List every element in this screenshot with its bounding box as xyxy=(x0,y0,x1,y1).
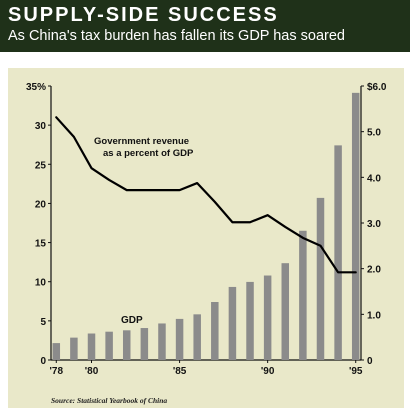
gdp-bar xyxy=(281,263,290,360)
left-axis-tick-label: 30 xyxy=(35,121,47,132)
header-banner: SUPPLY-SIDE SUCCESS As China's tax burde… xyxy=(0,0,410,52)
x-axis-tick-label: '85 xyxy=(173,366,187,377)
source-note: Source: Statistical Yearbook of China xyxy=(51,396,168,405)
revenue-line xyxy=(55,116,357,274)
gdp-bar xyxy=(158,323,166,360)
line-annotation-line-2: as a percent of GDP xyxy=(103,148,194,159)
right-axis-tick-label: 0 xyxy=(367,356,373,367)
x-axis-tick-label: '90 xyxy=(261,366,275,377)
gdp-bar xyxy=(87,333,96,360)
gdp-bar xyxy=(263,275,272,360)
x-axis-tick-label: '95 xyxy=(349,366,363,377)
left-axis-tick-label: 25 xyxy=(35,160,47,171)
right-axis-tick-label: $6.0 xyxy=(367,82,387,93)
left-axis-tick-label: 20 xyxy=(35,199,47,210)
gdp-bar xyxy=(228,286,237,360)
gdp-bar xyxy=(299,230,307,360)
x-axis-tick-label: '78 xyxy=(50,366,64,377)
left-axis-tick-label: 0 xyxy=(40,356,46,367)
line-annotation-line-1: Government revenue xyxy=(94,136,189,147)
gdp-bar xyxy=(70,337,78,360)
gdp-bar xyxy=(351,92,360,360)
x-axis-tick-label: '80 xyxy=(85,366,99,377)
left-axis-tick-label: 10 xyxy=(35,278,47,289)
gdp-bar xyxy=(175,318,184,360)
left-axis-tick-label: 5 xyxy=(40,317,46,328)
chart-panel: 35% 30 25 20 15 10 5 0 $6.0 5.0 4.0 3.0 2.0 1.0 0 '78 '8… xyxy=(8,68,404,408)
gdp-bar xyxy=(122,330,131,360)
right-axis-tick-label: 5.0 xyxy=(367,128,381,139)
chart-plot: 35% 30 25 20 15 10 5 0 $6.0 5.0 4.0 3.0 2.0 1.0 0 '78 '8… xyxy=(26,82,387,377)
right-axis-tick-label: 3.0 xyxy=(367,219,381,230)
chart-title: SUPPLY-SIDE SUCCESS xyxy=(8,4,279,26)
gdp-bar xyxy=(246,281,254,360)
right-axis-tick-label: 2.0 xyxy=(367,265,381,276)
gdp-bar xyxy=(105,331,113,360)
gdp-bar xyxy=(193,314,201,360)
right-axis-tick-label: 4.0 xyxy=(367,173,381,184)
gdp-bar xyxy=(334,145,342,360)
left-axis-tick-label: 15 xyxy=(35,239,47,250)
gdp-bar xyxy=(52,343,61,360)
right-axis-tick-label: 1.0 xyxy=(367,310,381,321)
gdp-annotation: GDP xyxy=(121,315,143,326)
gdp-bar xyxy=(211,302,219,360)
chart-subtitle: As China's tax burden has fallen its GDP… xyxy=(8,28,345,44)
gdp-bar xyxy=(316,197,325,360)
left-axis-tick-label: 35% xyxy=(26,82,46,93)
gdp-bar xyxy=(140,328,149,360)
